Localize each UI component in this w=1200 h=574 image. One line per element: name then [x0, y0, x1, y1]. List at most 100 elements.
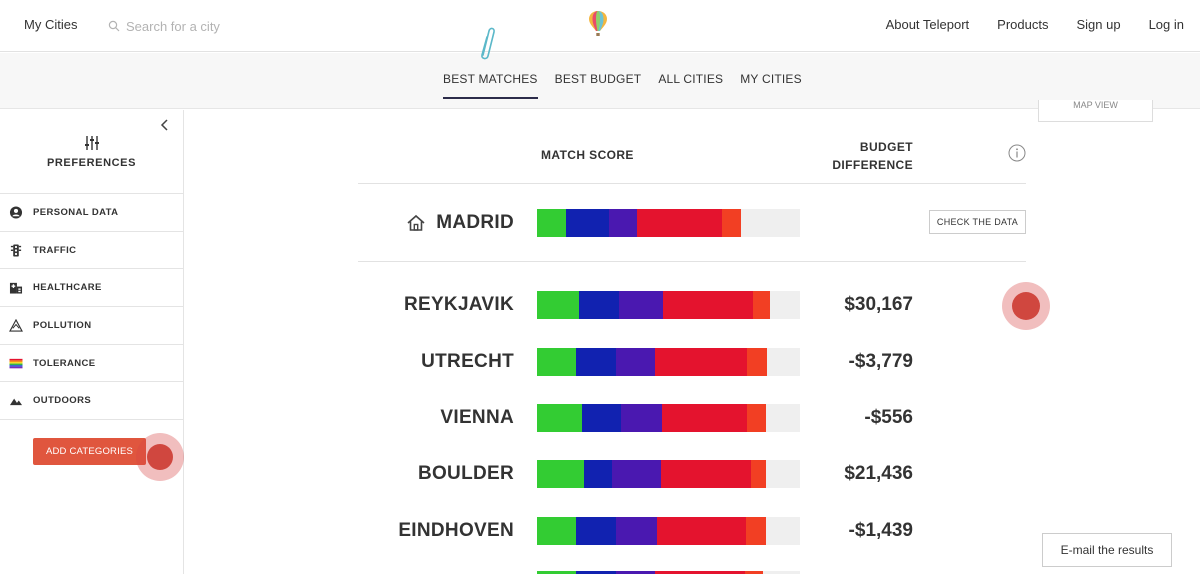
sign-up-link[interactable]: Sign up — [1076, 17, 1121, 32]
score-segment-blue — [576, 348, 616, 376]
score-segment-green — [537, 404, 582, 432]
score-segment-green — [537, 460, 585, 488]
category-pollution[interactable]: POLLUTION — [0, 307, 183, 345]
log-in-link[interactable]: Log in — [1148, 17, 1184, 32]
tab-all-cities[interactable]: ALL CITIES — [658, 72, 724, 86]
category-label: HEALTHCARE — [33, 282, 102, 294]
tab-bar: BEST MATCHES BEST BUDGET ALL CITIES MY C… — [0, 53, 1200, 109]
match-score-bar — [537, 404, 800, 432]
tab-best-budget[interactable]: BEST BUDGET — [554, 72, 642, 86]
search-icon — [108, 20, 120, 32]
score-segment-orange — [746, 517, 766, 545]
score-segment-red — [655, 571, 745, 574]
list-item[interactable]: EINDHOVEN -$1,439 — [185, 516, 1200, 546]
score-segment-green — [537, 517, 577, 545]
city-name: VIENNA — [440, 407, 514, 428]
home-divider — [358, 261, 1026, 262]
city-name: EINDHOVEN — [398, 520, 514, 541]
match-score-bar — [537, 291, 800, 319]
score-segment-purple — [615, 571, 656, 574]
score-segment-red — [661, 404, 748, 432]
header-divider — [358, 183, 1026, 184]
chevron-left-icon[interactable] — [158, 118, 172, 132]
preferences-header: PREFERENCES — [0, 135, 183, 169]
budget-difference: -$556 — [864, 407, 913, 428]
category-traffic[interactable]: TRAFFIC — [0, 232, 183, 270]
city-name: BOULDER — [417, 463, 514, 484]
score-segment-green — [537, 209, 566, 237]
score-segment-blue — [565, 209, 610, 237]
list-item[interactable]: BOULDER $21,436 — [185, 459, 1200, 489]
mountains-icon — [9, 398, 23, 406]
score-segment-purple — [618, 291, 664, 319]
touch-indicator — [1002, 282, 1050, 330]
pollution-triangle-icon — [9, 318, 23, 332]
top-navigation: My Cities About Teleport Products Sign u… — [0, 0, 1200, 52]
home-city-name: MADRID — [406, 208, 514, 238]
score-segment-red — [660, 460, 752, 488]
about-teleport-link[interactable]: About Teleport — [885, 17, 970, 32]
results-panel: MAP VIEW MATCH SCORE BUDGET DIFFERENCE M… — [185, 100, 1200, 574]
score-segment-blue — [576, 517, 616, 545]
home-city-row: MADRID CHECK THE DATA — [185, 208, 1200, 238]
preferences-sidebar: PREFERENCES PERSONAL DATA TRAFFIC HEALTH… — [0, 110, 184, 574]
add-categories-button[interactable]: ADD CATEGORIES — [33, 438, 146, 465]
score-segment-blue — [576, 571, 616, 574]
info-icon[interactable] — [1008, 144, 1026, 162]
score-segment-green — [537, 291, 580, 319]
score-segment-orange — [752, 291, 770, 319]
category-personal-data[interactable]: PERSONAL DATA — [0, 194, 183, 232]
budget-difference: $21,436 — [844, 463, 913, 484]
score-segment-blue — [579, 291, 619, 319]
match-score-bar — [537, 348, 800, 376]
home-icon — [407, 214, 425, 231]
score-segment-orange — [747, 404, 766, 432]
tab-best-matches[interactable]: BEST MATCHES — [443, 53, 538, 99]
score-segment-orange — [751, 460, 766, 488]
hospital-icon — [9, 283, 23, 294]
match-score-header: MATCH SCORE — [541, 148, 634, 162]
category-tolerance[interactable]: TOLERANCE — [0, 345, 183, 383]
check-the-data-button[interactable]: CHECK THE DATA — [929, 210, 1026, 234]
teleport-balloon-logo-icon[interactable] — [588, 10, 608, 38]
category-label: TOLERANCE — [33, 357, 96, 369]
list-item[interactable]: REYKJAVIK $30,167 — [185, 290, 1200, 320]
match-score-bar — [537, 517, 800, 545]
list-item[interactable]: VIENNA -$556 — [185, 403, 1200, 433]
category-healthcare[interactable]: HEALTHCARE — [0, 269, 183, 308]
city-name: REYKJAVIK — [403, 294, 514, 315]
budget-difference: -$1,439 — [848, 520, 913, 541]
category-outdoors[interactable]: OUTDOORS — [0, 382, 183, 421]
traffic-light-icon — [10, 243, 22, 257]
email-results-button[interactable]: E-mail the results — [1042, 533, 1172, 567]
city-search[interactable] — [108, 16, 308, 36]
category-label: PERSONAL DATA — [33, 206, 119, 218]
category-label: POLLUTION — [33, 319, 92, 331]
paperclip-icon — [481, 27, 495, 60]
city-name: UTRECHT — [421, 351, 514, 372]
score-segment-orange — [744, 571, 764, 574]
my-cities-link[interactable]: My Cities — [24, 17, 78, 32]
user-circle-icon — [9, 206, 23, 219]
tab-my-cities[interactable]: MY CITIES — [740, 72, 802, 86]
score-segment-purple — [621, 404, 662, 432]
search-input[interactable] — [126, 18, 296, 34]
score-segment-green — [537, 348, 577, 376]
category-label: OUTDOORS — [33, 395, 92, 407]
map-view-button[interactable]: MAP VIEW — [1038, 100, 1153, 122]
score-segment-blue — [584, 460, 612, 488]
budget-difference-header: BUDGET DIFFERENCE — [832, 140, 913, 172]
score-segment-purple — [615, 517, 657, 545]
score-segment-purple — [615, 348, 656, 376]
score-segment-purple — [609, 209, 637, 237]
score-segment-green — [537, 571, 577, 574]
sliders-icon — [84, 136, 99, 150]
touch-indicator — [136, 433, 184, 481]
budget-difference: -$3,779 — [848, 351, 913, 372]
match-score-bar — [537, 209, 800, 237]
score-segment-red — [656, 517, 747, 545]
list-item[interactable]: UTRECHT -$3,779 — [185, 347, 1200, 377]
score-segment-purple — [611, 460, 661, 488]
products-link[interactable]: Products — [997, 17, 1049, 32]
category-label: TRAFFIC — [33, 244, 77, 256]
